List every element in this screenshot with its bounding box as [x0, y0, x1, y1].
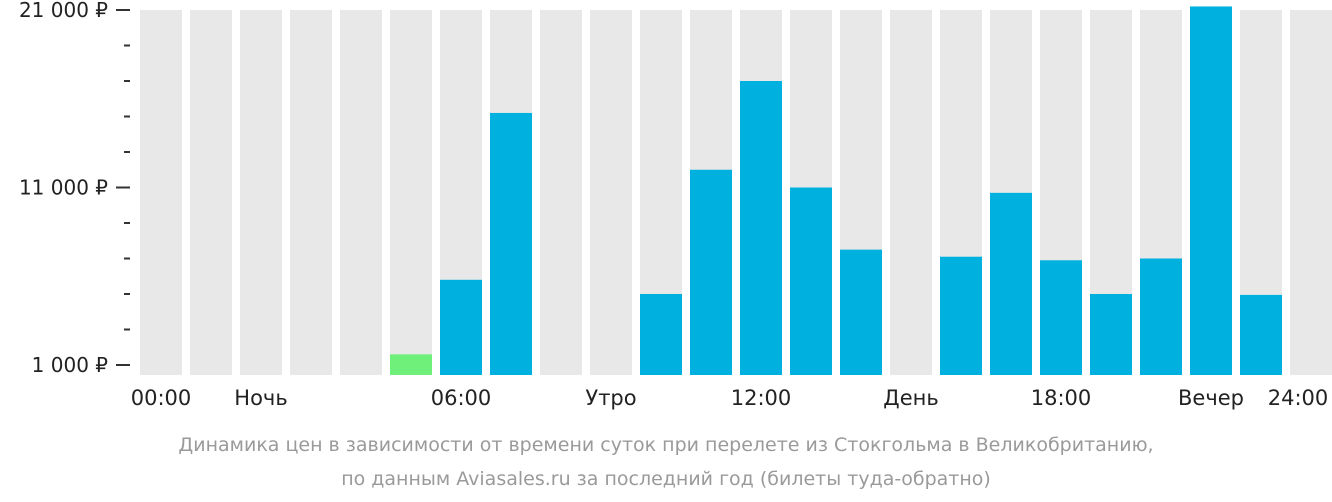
y-tick-label: 1 000 ₽	[32, 353, 109, 377]
bar[interactable]	[840, 249, 882, 375]
background-column	[1290, 10, 1332, 375]
background-column	[590, 10, 632, 375]
x-tick-label: День	[883, 386, 938, 410]
bar[interactable]	[1190, 6, 1232, 375]
bar[interactable]	[940, 256, 982, 375]
background-column	[140, 10, 182, 375]
background-column	[290, 10, 332, 375]
bar[interactable]	[1090, 294, 1132, 375]
x-tick-label: 24:00	[1268, 386, 1329, 410]
bar[interactable]	[690, 169, 732, 375]
y-axis: 1 000 ₽ 11 000 ₽ 21 000 ₽	[19, 0, 130, 377]
bar[interactable]	[790, 187, 832, 376]
y-tick-label: 21 000 ₽	[19, 0, 108, 22]
bar[interactable]	[990, 192, 1032, 375]
x-tick-label: Утро	[585, 386, 636, 410]
price-by-hour-chart: 1 000 ₽ 11 000 ₽ 21 000 ₽ 00:00 Ночь 06:00 Ут…	[19, 0, 1332, 410]
x-tick-label: Вечер	[1178, 386, 1244, 410]
caption-line-2: по данным Aviasales.ru за последний год …	[341, 468, 991, 490]
bar[interactable]	[1040, 260, 1082, 375]
background-column	[190, 10, 232, 375]
caption-line-1: Динамика цен в зависимости от времени су…	[178, 434, 1154, 456]
bar[interactable]	[490, 112, 532, 375]
y-tick-label: 11 000 ₽	[19, 176, 108, 200]
x-tick-label: Ночь	[234, 386, 287, 410]
bar[interactable]	[1140, 258, 1182, 376]
x-tick-label: 18:00	[1031, 386, 1092, 410]
bar-cheapest[interactable]	[390, 354, 432, 375]
x-tick-label: 00:00	[131, 386, 192, 410]
bar[interactable]	[740, 81, 782, 375]
background-column	[240, 10, 282, 375]
background-column	[890, 10, 932, 375]
bars	[390, 6, 1282, 375]
background-column	[540, 10, 582, 375]
background-column	[340, 10, 382, 375]
bar[interactable]	[640, 294, 682, 375]
x-tick-label: 12:00	[731, 386, 792, 410]
bar[interactable]	[1240, 294, 1282, 375]
x-tick-label: 06:00	[431, 386, 492, 410]
bar[interactable]	[440, 279, 482, 375]
background-column	[390, 10, 432, 375]
x-axis: 00:00 Ночь 06:00 Утро 12:00 День 18:00 Вечер 24:…	[131, 386, 1329, 410]
